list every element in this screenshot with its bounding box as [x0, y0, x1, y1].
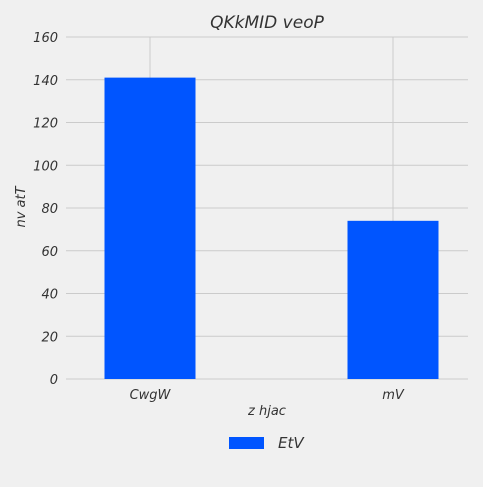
y-tick-label: 60 [41, 245, 58, 260]
chart-title: QKkMID veoP [210, 13, 324, 33]
x-tick-label: CwgW [130, 388, 172, 403]
x-tick-label: mV [382, 388, 405, 403]
x-axis-ticks: CwgW mV [130, 388, 405, 403]
y-tick-label: 140 [33, 74, 58, 89]
y-axis-label: nv atT [14, 185, 29, 227]
legend-swatch [229, 437, 264, 449]
legend-label: EtV [278, 434, 305, 452]
bar-series [104, 77, 439, 380]
y-tick-label: 100 [33, 159, 58, 174]
bar-mV [347, 220, 439, 379]
y-tick-label: 80 [41, 202, 58, 217]
bar-CwgW [104, 77, 196, 380]
legend: EtV [229, 434, 305, 452]
y-axis-ticks: 0 20 40 60 80 100 120 140 160 [33, 31, 58, 388]
y-tick-label: 20 [41, 330, 58, 345]
y-tick-label: 160 [33, 31, 58, 46]
y-tick-label: 40 [41, 288, 58, 303]
x-axis-label: z hjac [247, 404, 286, 419]
y-tick-label: 120 [33, 117, 58, 132]
y-tick-label: 0 [50, 373, 58, 388]
